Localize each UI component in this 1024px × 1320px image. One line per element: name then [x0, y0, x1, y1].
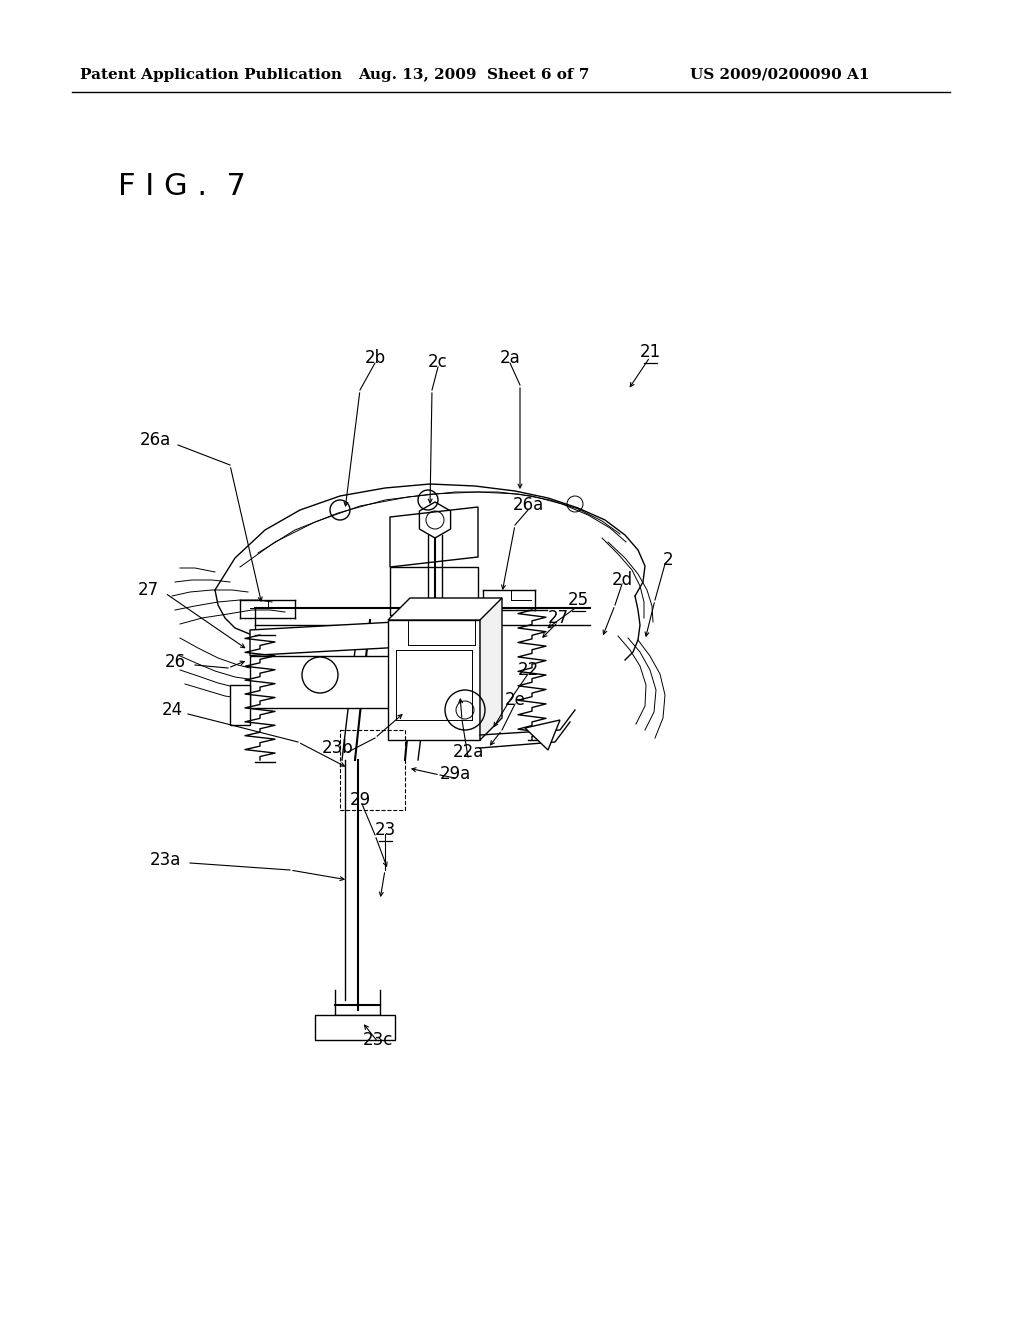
- Text: 23a: 23a: [150, 851, 180, 869]
- Text: 29: 29: [349, 791, 371, 809]
- Text: 24: 24: [162, 701, 182, 719]
- Bar: [340, 730, 406, 810]
- Text: 2c: 2c: [428, 352, 447, 371]
- Text: 22: 22: [517, 661, 539, 678]
- Text: 23: 23: [375, 821, 395, 840]
- Text: US 2009/0200090 A1: US 2009/0200090 A1: [690, 69, 869, 82]
- Bar: [315, 1015, 395, 1040]
- Text: 23b: 23b: [323, 739, 354, 756]
- Text: 2a: 2a: [500, 348, 520, 367]
- Text: 27: 27: [137, 581, 159, 599]
- Text: 23c: 23c: [362, 1031, 393, 1049]
- Text: 26a: 26a: [139, 432, 171, 449]
- Bar: [388, 620, 480, 741]
- Text: 2e: 2e: [505, 690, 525, 709]
- Text: 22a: 22a: [453, 743, 483, 762]
- Polygon shape: [525, 719, 560, 750]
- Polygon shape: [388, 598, 502, 620]
- Text: 26: 26: [165, 653, 185, 671]
- Text: 29a: 29a: [439, 766, 471, 783]
- Text: Patent Application Publication: Patent Application Publication: [80, 69, 342, 82]
- Polygon shape: [250, 622, 395, 656]
- Polygon shape: [480, 598, 502, 741]
- Text: 2d: 2d: [611, 572, 633, 589]
- Text: 27: 27: [548, 609, 568, 627]
- Text: 2b: 2b: [365, 348, 386, 367]
- Polygon shape: [230, 685, 250, 725]
- Text: 21: 21: [639, 343, 660, 360]
- Text: Aug. 13, 2009  Sheet 6 of 7: Aug. 13, 2009 Sheet 6 of 7: [358, 69, 590, 82]
- Text: 2: 2: [663, 550, 674, 569]
- Polygon shape: [390, 507, 478, 568]
- Text: 25: 25: [567, 591, 589, 609]
- Bar: [250, 656, 395, 708]
- Text: 26a: 26a: [512, 496, 544, 513]
- Text: F I G .  7: F I G . 7: [118, 172, 246, 201]
- Bar: [390, 568, 478, 615]
